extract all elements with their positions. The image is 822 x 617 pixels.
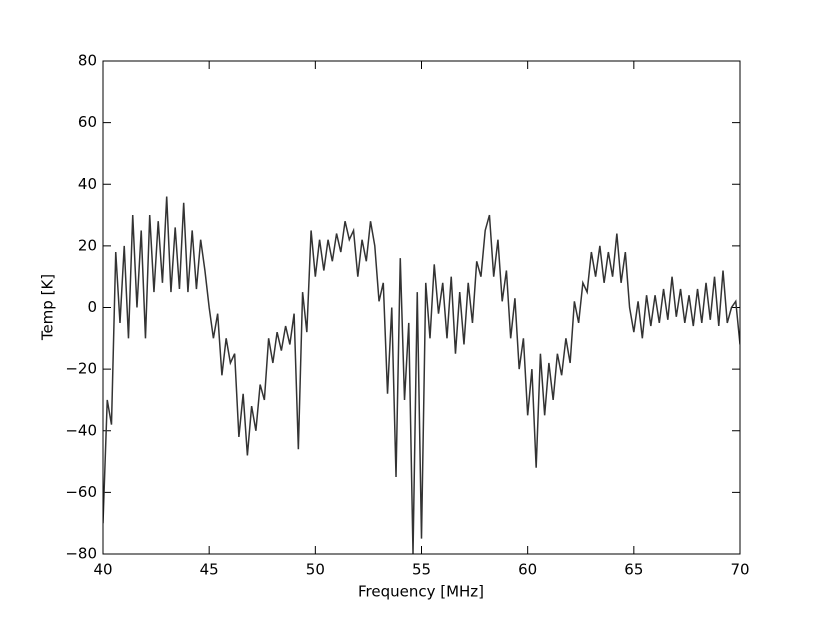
plot-frame xyxy=(102,60,741,555)
x-tick-label: 55 xyxy=(412,561,431,579)
y-tick-label: 40 xyxy=(78,175,97,193)
x-tick-label: 40 xyxy=(93,561,112,579)
x-tick-label: 70 xyxy=(730,561,749,579)
data-line xyxy=(103,196,740,554)
y-tick-label: 60 xyxy=(78,113,97,131)
y-tick-label: 20 xyxy=(78,236,97,254)
x-tick-label: 45 xyxy=(200,561,219,579)
y-tick-label: 0 xyxy=(87,298,97,316)
y-axis-label: Temp [K] xyxy=(39,274,57,341)
x-tick-label: 50 xyxy=(306,561,325,579)
y-tick-label: −60 xyxy=(65,483,97,501)
x-tick-label: 65 xyxy=(624,561,643,579)
y-tick-label: −80 xyxy=(65,545,97,563)
y-tick-label: 80 xyxy=(78,52,97,70)
y-tick-label: −20 xyxy=(65,360,97,378)
y-tick-label: −40 xyxy=(65,421,97,439)
x-axis-label: Frequency [MHz] xyxy=(358,583,484,601)
x-tick-label: 60 xyxy=(518,561,537,579)
